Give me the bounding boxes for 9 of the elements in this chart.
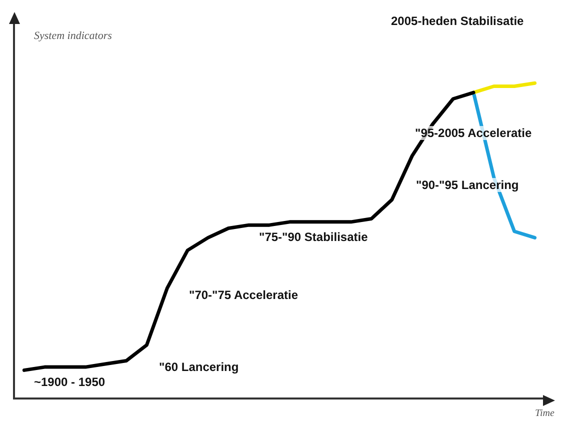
annotation: "70-"75 Acceleratie <box>188 288 300 302</box>
annotation: "90-"95 Lancering <box>415 178 520 192</box>
x-axis-title: Time <box>535 408 554 419</box>
annotation: "75-"90 Stabilisatie <box>258 230 369 244</box>
annotation: "60 Lancering <box>158 360 240 374</box>
y-axis-title: System indicators <box>34 30 112 42</box>
annotation: ~1900 - 1950 <box>33 375 106 389</box>
annotation: "95-2005 Acceleratie <box>414 126 533 140</box>
text: 2005-heden Stabilisatie <box>390 14 525 28</box>
